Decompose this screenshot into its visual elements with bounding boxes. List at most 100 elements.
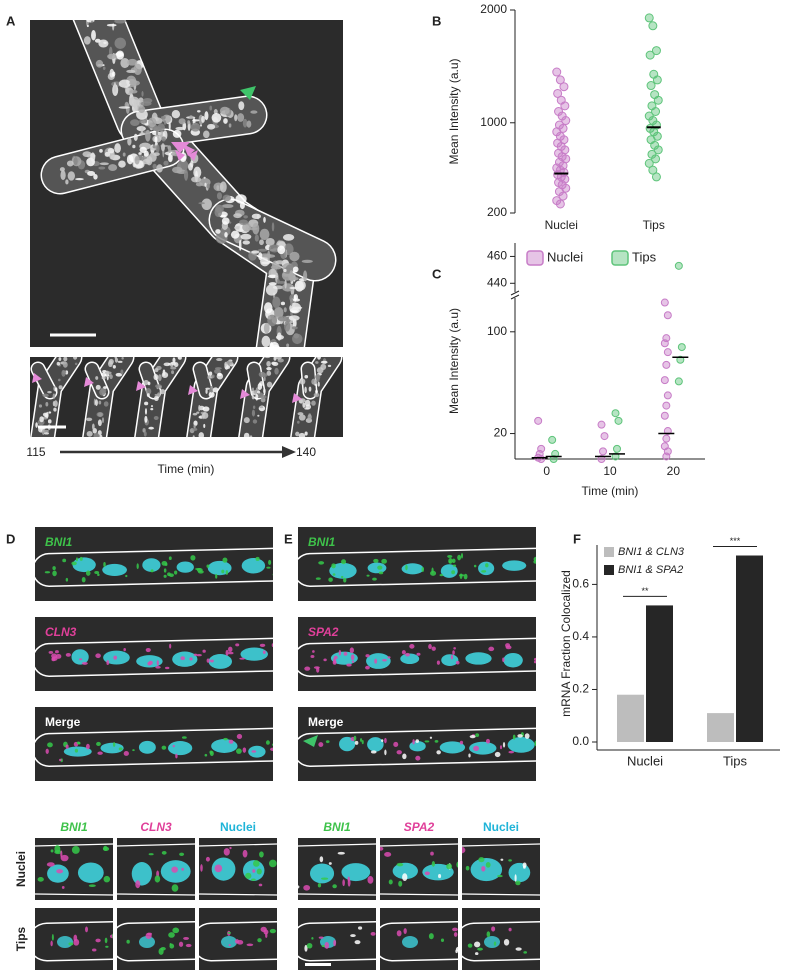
hypha-outline [380,843,458,847]
nucleus [470,858,503,882]
signal-spot [56,361,61,366]
significance-label: *** [730,536,741,546]
signal-spot [290,296,293,307]
signal-spot [272,296,281,309]
signal-spot [180,656,185,661]
signal-spot [384,852,392,857]
signal-spot [257,382,263,390]
data-point [652,75,662,85]
signal-spot [440,938,445,942]
signal-spot [192,435,195,437]
signal-spot [150,569,154,573]
hypha-outline [199,893,277,896]
signal-spot [253,860,260,867]
signal-spot [262,650,266,654]
signal-spot [488,646,495,652]
signal-spot [338,649,342,656]
signal-spot [161,136,166,142]
signal-spot [60,170,66,181]
signal-spot [337,851,345,855]
signal-spot [191,176,202,183]
signal-spot [320,360,328,364]
signal-spot [160,143,166,152]
micrograph [298,617,536,691]
signal-spot [163,568,167,573]
arrowhead [292,393,302,403]
signal-spot [148,660,153,665]
nucleus [502,560,527,571]
data-point [537,455,546,463]
data-point [662,452,671,461]
signal-spot [129,80,140,86]
time-start: 115 [26,445,45,459]
signal-spot [456,861,458,868]
nucleus [176,561,194,573]
signal-spot [203,423,206,429]
signal-spot [206,564,210,568]
signal-spot [354,740,359,745]
signal-spot [499,745,503,750]
signal-spot [251,395,255,400]
signal-spot [252,419,258,424]
signal-spot [235,643,240,647]
signal-spot [540,553,544,558]
signal-spot [65,652,71,657]
data-point [662,360,671,369]
signal-spot [118,160,126,168]
legend-swatch [604,547,614,557]
signal-spot [114,143,121,154]
signal-spot [209,750,214,757]
signal-spot [187,120,191,125]
signal-spot [201,198,212,211]
signal-spot [512,734,516,740]
signal-spot [153,395,159,402]
signal-spot [225,365,231,369]
signal-spot [120,58,130,69]
signal-spot [190,555,196,561]
signal-spot [258,252,263,261]
nucleus [503,652,523,668]
signal-spot [259,851,264,858]
signal-spot [515,880,521,886]
signal-spot [502,742,506,748]
micrograph [35,707,273,781]
nucleus [100,742,124,754]
signal-spot [286,353,295,357]
signal-spot [59,167,65,172]
signal-spot [226,349,230,356]
signal-spot [157,392,161,397]
arrowhead [240,389,250,399]
signal-spot [292,266,299,273]
signal-spot [204,111,209,121]
signal-spot [106,660,110,666]
nucleus [207,560,232,576]
signal-spot [159,385,162,389]
signal-spot [52,570,57,577]
channel-label: Merge [45,715,81,729]
signal-spot [265,740,270,745]
signal-spot [270,265,282,270]
signal-spot [52,566,56,571]
signal-spot [198,404,201,412]
signal-spot [289,927,292,934]
signal-spot [158,947,164,955]
legend-label: Nuclei [547,249,583,264]
data-point [651,107,661,116]
nucleus [339,736,356,752]
signal-spot [321,877,329,880]
signal-spot [136,563,139,570]
signal-spot [193,420,198,426]
signal-spot [308,386,312,392]
signal-spot [436,660,440,665]
signal-spot [156,660,159,666]
signal-spot [171,866,178,873]
signal-spot [458,574,465,577]
signal-spot [143,150,149,157]
signal-spot [112,71,116,77]
signal-spot [412,739,415,745]
zoom-header: CLN3 [140,820,172,834]
signal-spot [65,744,69,749]
x-tick-label: Nuclei [545,218,578,232]
signal-spot [74,362,78,366]
signal-spot [214,368,221,374]
